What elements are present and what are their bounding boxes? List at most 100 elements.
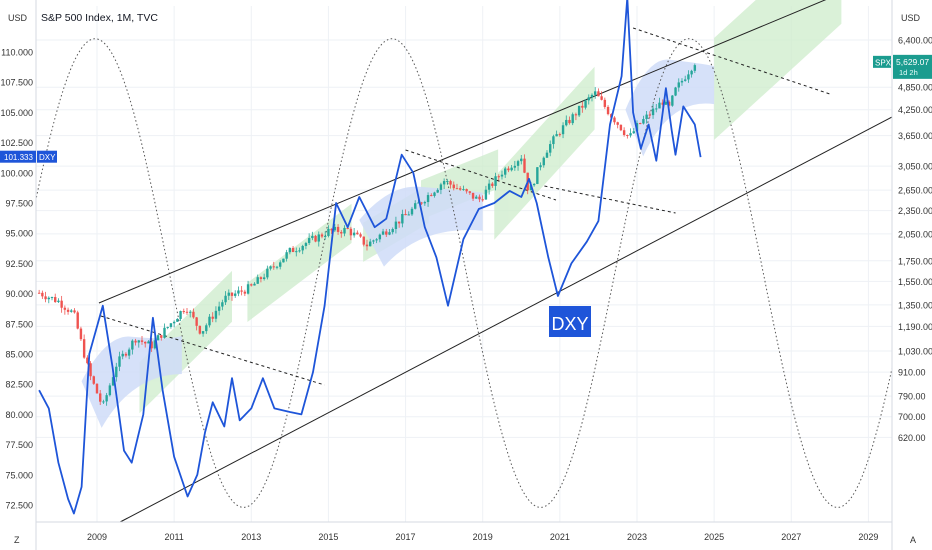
- candle-body: [291, 247, 295, 253]
- spx-candle: [227, 289, 230, 301]
- candle-body: [430, 195, 433, 197]
- left-currency-button[interactable]: [0, 8, 34, 26]
- dashed-trendline: [544, 185, 676, 214]
- spx-candle: [124, 352, 128, 358]
- spx-candle: [648, 111, 652, 119]
- candle-body: [82, 339, 86, 358]
- candle-body: [661, 102, 664, 105]
- right-axis-tick: 3,050.00: [898, 162, 932, 172]
- spx-candle: [246, 280, 250, 295]
- spx-candle: [407, 211, 410, 216]
- spx-price-value: 5,629.07: [896, 57, 929, 67]
- spx-candle: [156, 334, 160, 341]
- candle-body: [349, 228, 353, 236]
- candle-body: [79, 328, 83, 340]
- spx-candle: [282, 258, 285, 263]
- candle-body: [397, 221, 401, 224]
- candle-body: [95, 383, 99, 394]
- spx-candle: [285, 249, 288, 262]
- candle-body: [593, 91, 597, 95]
- candle-body: [558, 134, 562, 136]
- spx-candle: [536, 167, 539, 185]
- candle-body: [532, 183, 536, 186]
- dxy-label-box: [549, 306, 591, 337]
- spx-candle: [687, 70, 690, 83]
- candle-body: [147, 341, 150, 344]
- candle-body: [172, 321, 176, 324]
- x-axis-tick: 2025: [704, 532, 724, 542]
- spx-candle: [118, 351, 121, 372]
- spx-candle: [359, 232, 362, 238]
- left-currency-button-bg[interactable]: [0, 8, 34, 26]
- candle-body: [307, 238, 311, 244]
- right-axis-tick: 4,850.00: [898, 83, 932, 93]
- candle-body: [677, 82, 680, 88]
- auto-scale-button-bg[interactable]: [900, 532, 930, 548]
- right-currency-button[interactable]: [894, 8, 930, 26]
- candle-body: [185, 311, 189, 313]
- left-axis-tick: 100.000: [0, 168, 33, 178]
- candle-body: [189, 311, 192, 313]
- candle-body: [667, 101, 671, 106]
- spx-candle: [198, 325, 202, 335]
- candle-body: [266, 268, 269, 278]
- candle-body: [150, 341, 153, 349]
- right-currency-button-label[interactable]: USD: [901, 13, 921, 23]
- spx-candle: [121, 350, 124, 360]
- spx-candle: [571, 112, 574, 126]
- auto-scale-button-label[interactable]: A: [910, 535, 916, 545]
- candle-body: [381, 231, 385, 235]
- candle-body: [333, 226, 337, 231]
- auto-scale-button[interactable]: [900, 532, 930, 548]
- candle-body: [224, 295, 227, 303]
- spx-candle: [279, 260, 282, 270]
- spx-candle: [102, 399, 105, 404]
- spx-candle: [565, 115, 568, 127]
- spx-candle: [462, 185, 465, 191]
- spx-candle: [693, 63, 697, 74]
- candle-body: [256, 277, 259, 284]
- candle-body: [311, 235, 314, 239]
- candle-body: [655, 108, 658, 110]
- candle-body: [362, 236, 365, 245]
- left-currency-button-label[interactable]: USD: [8, 13, 28, 23]
- right-currency-button-bg[interactable]: [894, 8, 930, 26]
- left-axis-tick: 107.500: [0, 78, 33, 88]
- left-axis-tick: 87.500: [5, 319, 33, 329]
- spx-candle: [475, 195, 478, 199]
- x-axis-tick: 2027: [781, 532, 801, 542]
- candle-body: [365, 244, 369, 247]
- spx-candle: [105, 392, 108, 406]
- right-axis-tick: 790.00: [898, 392, 926, 402]
- spx-candle: [503, 166, 507, 178]
- candle-body: [317, 234, 320, 242]
- spx-candle: [311, 231, 314, 241]
- zoom-button-label[interactable]: Z: [14, 535, 20, 545]
- spx-candle: [545, 150, 549, 158]
- candle-body: [516, 161, 520, 166]
- spx-candle: [394, 216, 398, 234]
- spx-candle: [516, 159, 520, 171]
- spx-candle: [295, 247, 298, 257]
- green-band: [714, 0, 842, 140]
- candle-body: [195, 317, 198, 326]
- zoom-button[interactable]: [2, 532, 32, 548]
- candle-body: [539, 165, 542, 168]
- spx-candle: [581, 101, 584, 113]
- zoom-button-bg[interactable]: [2, 532, 32, 548]
- left-axis-tick: 77.500: [5, 440, 33, 450]
- candle-body: [494, 176, 497, 186]
- candle-body: [60, 300, 63, 308]
- spx-candle: [127, 347, 131, 360]
- spx-candle: [320, 232, 324, 239]
- spx-candle: [507, 166, 510, 173]
- candle-body: [642, 119, 645, 124]
- candle-body: [680, 80, 684, 83]
- spx-candle: [420, 201, 423, 205]
- spx-candle: [478, 194, 481, 203]
- spx-candle: [683, 75, 687, 82]
- spx-candle: [352, 227, 356, 238]
- candle-body: [217, 306, 221, 311]
- spx-candle: [108, 383, 112, 397]
